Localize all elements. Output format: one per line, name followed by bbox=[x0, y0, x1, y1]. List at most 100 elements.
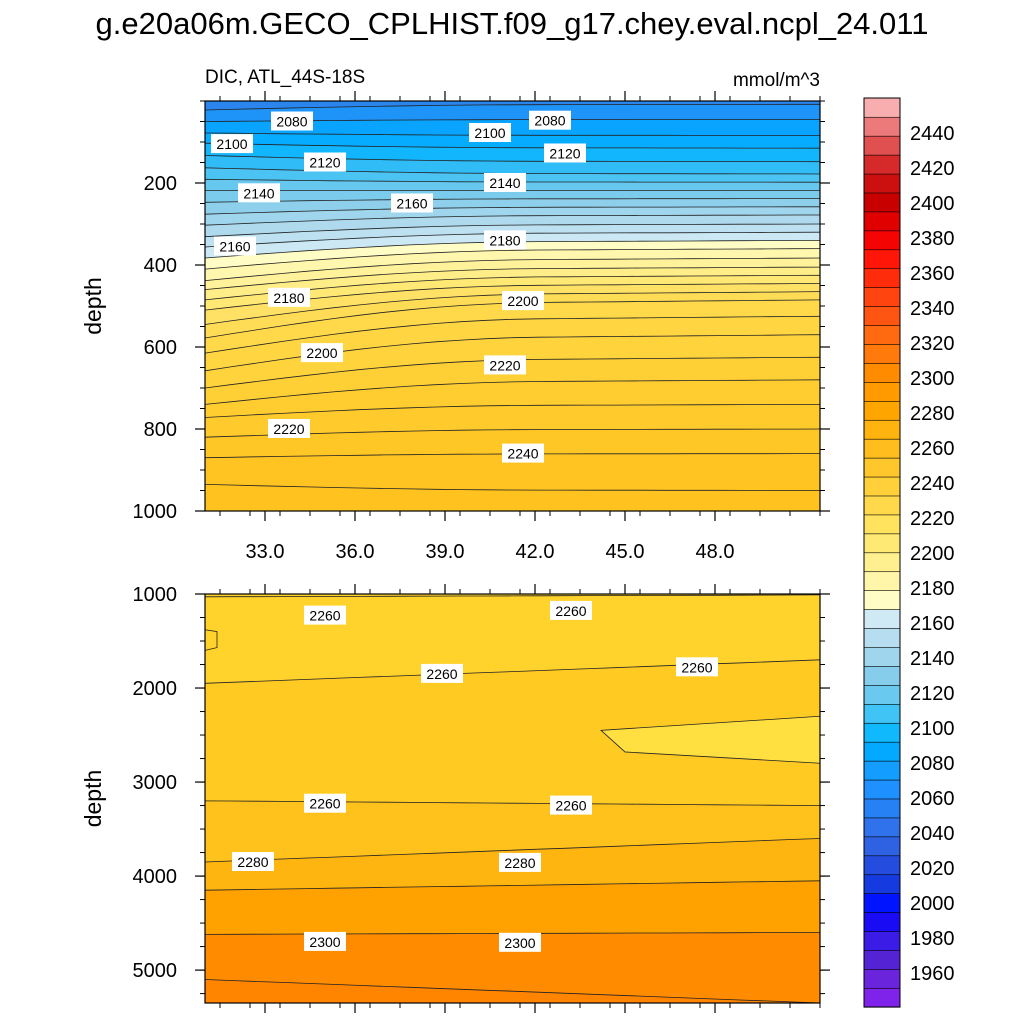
contour-label-text: 2220 bbox=[273, 421, 304, 437]
figure-title: g.e20a06m.GECO_CPLHIST.f09_g17.chey.eval… bbox=[95, 6, 929, 41]
contour-label-text: 2260 bbox=[426, 666, 457, 682]
contour-label-bg bbox=[301, 343, 343, 363]
colorbar-tick-label: 2160 bbox=[910, 613, 955, 635]
contour-label-text: 2100 bbox=[216, 136, 247, 152]
contour-label: 2160 bbox=[214, 236, 256, 256]
contour-line bbox=[205, 484, 820, 491]
colorbar-swatch bbox=[863, 760, 901, 781]
contour-label: 2180 bbox=[268, 287, 310, 307]
colorbar-tick-label: 2420 bbox=[910, 158, 955, 180]
contour-line bbox=[205, 103, 820, 111]
contour-label: 2140 bbox=[484, 173, 526, 192]
x-tick-label: 45.0 bbox=[606, 541, 645, 563]
y-axis-label: depth bbox=[80, 277, 106, 335]
contour-label-text: 2200 bbox=[306, 345, 337, 361]
contour-label-text: 2140 bbox=[243, 185, 274, 201]
y-tick-label: 200 bbox=[144, 173, 177, 195]
colorbar-frame bbox=[863, 97, 901, 1008]
contour-label-text: 2260 bbox=[681, 659, 712, 675]
contour-line bbox=[205, 132, 820, 136]
contour-label: 2120 bbox=[304, 152, 346, 172]
x-tick-label: 33.0 bbox=[246, 541, 285, 563]
colorbar-swatch bbox=[863, 116, 901, 137]
contour-line bbox=[205, 266, 820, 290]
plot-area-upper: 2080 2080 2100 2100 2120 2120 2140 2140 2160 2160… bbox=[205, 101, 820, 511]
colorbar-swatch bbox=[863, 684, 901, 705]
colorbar-swatch bbox=[863, 324, 901, 345]
contour-label: 2260 bbox=[421, 663, 463, 683]
colorbar: 1960 1980 2000 2020 2040 2060 2080 2100 2120 2140… bbox=[863, 97, 955, 1008]
y-tick-label: 1000 bbox=[133, 584, 178, 606]
contour-label: 2100 bbox=[469, 123, 511, 142]
contour-label-text: 2280 bbox=[237, 854, 268, 870]
colorbar-swatch bbox=[863, 249, 901, 270]
colorbar-swatch bbox=[863, 571, 901, 591]
contour-label: 2220 bbox=[484, 355, 526, 375]
colorbar-swatch bbox=[863, 306, 901, 326]
contour-label: 2260 bbox=[304, 605, 346, 625]
contour-label-bg bbox=[484, 173, 526, 192]
colorbar-tick-label: 2100 bbox=[910, 718, 955, 740]
contour-label-bg bbox=[211, 134, 253, 154]
contour-label-bg bbox=[550, 600, 592, 620]
contour-line bbox=[205, 594, 820, 598]
contour-label-bg bbox=[499, 852, 541, 872]
variable-label: DIC, ATL_44S-18S bbox=[205, 67, 365, 88]
colorbar-tick-label: 2240 bbox=[910, 473, 955, 495]
contour-label: 2260 bbox=[676, 657, 718, 677]
colorbar-swatch bbox=[863, 154, 901, 175]
colorbar-tick-label: 2400 bbox=[910, 193, 955, 215]
contour-label-bg bbox=[391, 193, 433, 213]
contour-label-text: 2180 bbox=[273, 290, 304, 306]
colorbar-swatch bbox=[863, 703, 901, 724]
y-tick-label: 400 bbox=[144, 255, 177, 277]
colorbar-swatch bbox=[863, 495, 901, 516]
contour-label: 2280 bbox=[499, 852, 541, 872]
contour-label-text: 2100 bbox=[474, 125, 505, 141]
contour-label-bg bbox=[304, 931, 346, 951]
contour-label-bg bbox=[304, 152, 346, 172]
contour-label: 2260 bbox=[550, 600, 592, 620]
colorbar-swatch bbox=[863, 230, 901, 251]
colorbar-swatch bbox=[863, 722, 901, 743]
contour-label-text: 2280 bbox=[504, 855, 535, 871]
colorbar-swatch bbox=[863, 893, 901, 913]
contour-label: 2180 bbox=[484, 230, 526, 250]
colorbar-swatch bbox=[863, 798, 901, 819]
contour-label: 2100 bbox=[211, 134, 253, 154]
contour-label-bg bbox=[502, 443, 544, 463]
contour-label: 2220 bbox=[268, 419, 310, 438]
contour-label-bg bbox=[304, 793, 346, 813]
colorbar-swatch bbox=[863, 590, 901, 610]
contour-label-text: 2160 bbox=[396, 196, 427, 212]
contour-line bbox=[205, 629, 218, 651]
contour-label-text: 2180 bbox=[489, 232, 520, 248]
contour-label: 2140 bbox=[238, 183, 280, 203]
colorbar-swatch bbox=[863, 930, 901, 951]
colorbar-swatch bbox=[863, 173, 901, 194]
colorbar-swatch bbox=[863, 438, 901, 459]
colorbar-tick-label: 1980 bbox=[910, 928, 955, 950]
contour-label-bg bbox=[214, 236, 256, 256]
colorbar-swatch bbox=[863, 362, 901, 383]
contour-label-text: 2220 bbox=[489, 357, 520, 373]
colorbar-swatch bbox=[863, 211, 901, 232]
colorbar-tick-label: 2440 bbox=[910, 123, 955, 145]
contour-line bbox=[205, 223, 820, 238]
contour-label-bg bbox=[484, 230, 526, 250]
contour-line bbox=[205, 979, 820, 1003]
contour-label-text: 2120 bbox=[309, 155, 340, 171]
panel-upper: 2080 2080 2100 2100 2120 2120 2140 2140 2160 2160… bbox=[80, 91, 830, 563]
colorbar-tick-label: 2060 bbox=[910, 788, 955, 810]
contour-label-text: 2240 bbox=[507, 446, 538, 462]
plot-area-lower: 2260 2260 2260 2260 2260 2260 2280 2280 2300 2300 bbox=[205, 594, 820, 1003]
band-fill bbox=[205, 484, 820, 511]
colorbar-tick-label: 2040 bbox=[910, 823, 955, 845]
x-tick-label: 48.0 bbox=[696, 541, 735, 563]
contour-label-bg bbox=[469, 123, 511, 142]
contour-label-text: 2300 bbox=[309, 934, 340, 950]
colorbar-swatch bbox=[863, 741, 901, 762]
contour-label-text: 2140 bbox=[489, 175, 520, 191]
colorbar-tick-label: 1960 bbox=[910, 963, 955, 985]
